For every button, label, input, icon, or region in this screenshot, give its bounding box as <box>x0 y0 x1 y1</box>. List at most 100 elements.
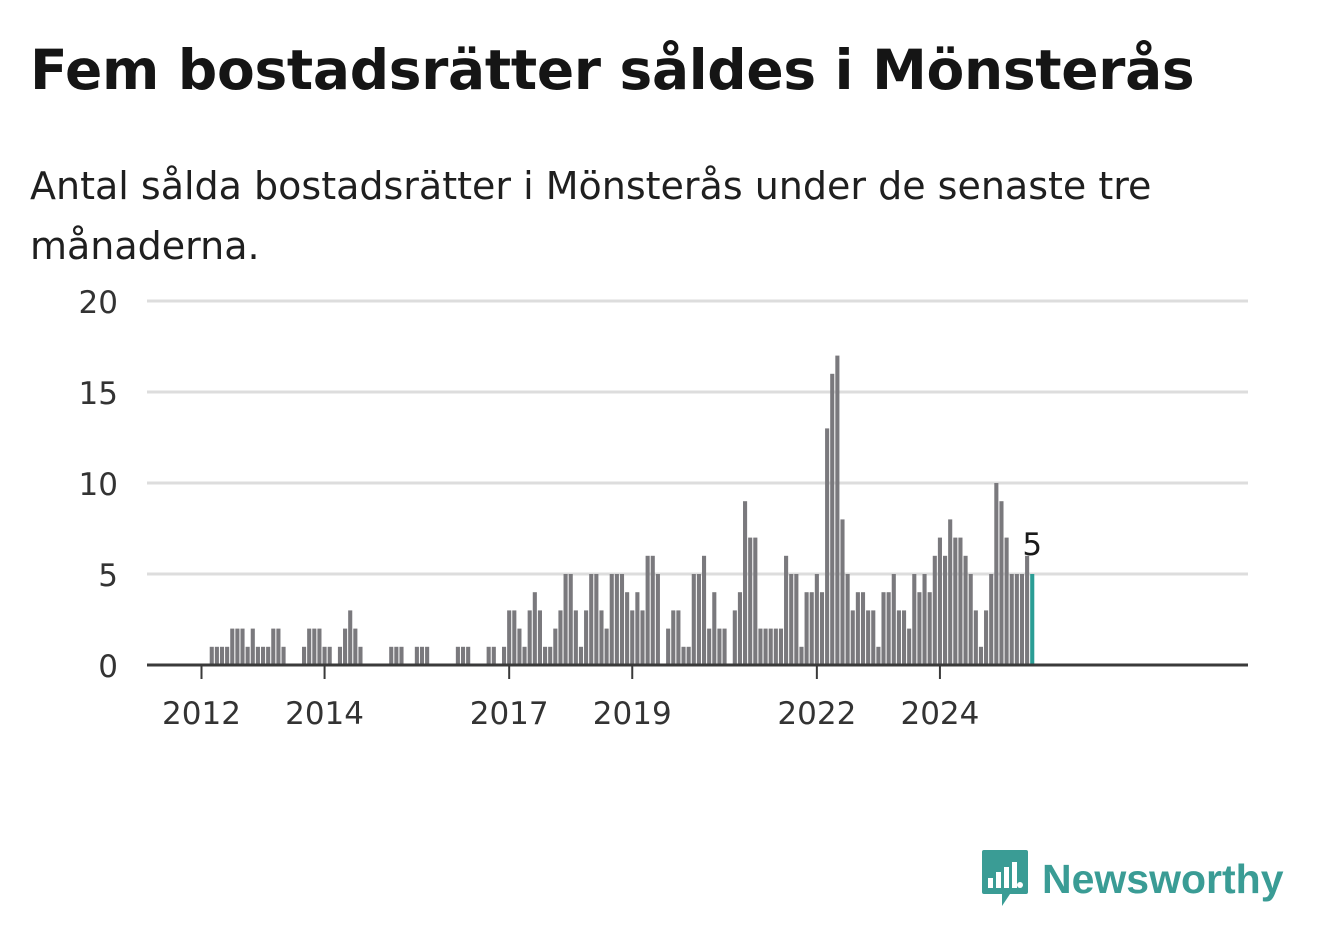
bar <box>573 610 578 665</box>
bar <box>958 537 963 665</box>
bar <box>1009 574 1014 665</box>
bar <box>558 610 563 665</box>
bar <box>327 646 332 665</box>
bar <box>840 519 845 665</box>
bar <box>235 628 240 665</box>
bar <box>948 519 953 665</box>
x-tick-label: 2017 <box>470 696 549 732</box>
x-tick-label: 2022 <box>777 696 856 732</box>
y-axis-tick-labels: 0 5 10 15 20 <box>79 285 118 685</box>
bar <box>266 646 271 665</box>
bar <box>814 574 819 665</box>
bar <box>245 646 250 665</box>
bar <box>825 428 830 665</box>
bar <box>855 592 860 665</box>
bar <box>240 628 245 665</box>
bar <box>414 646 419 665</box>
bar <box>732 610 737 665</box>
bar <box>850 610 855 665</box>
bar <box>614 574 619 665</box>
last-value-label: 5 <box>1022 527 1042 563</box>
bar <box>912 574 917 665</box>
bar <box>517 628 522 665</box>
bar <box>353 628 358 665</box>
bar <box>604 628 609 665</box>
bar <box>809 592 814 665</box>
bar <box>255 646 260 665</box>
bar <box>901 610 907 665</box>
bar <box>317 628 322 665</box>
bar <box>281 646 286 665</box>
bar <box>978 646 984 665</box>
bar <box>650 555 655 665</box>
bar <box>835 355 840 665</box>
bar <box>599 610 604 665</box>
bar <box>681 646 686 665</box>
bar <box>563 574 568 665</box>
bar <box>271 628 276 665</box>
bar <box>773 628 778 665</box>
bar <box>348 610 353 665</box>
bar <box>799 646 804 665</box>
bar <box>548 646 553 665</box>
bar <box>225 646 230 665</box>
bar <box>578 646 584 665</box>
bar <box>209 646 214 665</box>
bar-latest <box>1030 574 1035 665</box>
bar <box>655 574 660 665</box>
bar <box>568 574 573 665</box>
bar <box>830 373 835 665</box>
bar <box>707 628 712 665</box>
bar <box>696 574 701 665</box>
newsworthy-brand: Newsworthy <box>980 848 1284 910</box>
bar <box>307 628 312 665</box>
bar <box>712 592 717 665</box>
bar <box>532 592 537 665</box>
bar <box>871 610 876 665</box>
bar <box>932 555 937 665</box>
bar <box>553 628 558 665</box>
bar <box>881 592 886 665</box>
x-tick-label: 2014 <box>285 696 364 732</box>
bar <box>794 574 799 665</box>
bar <box>260 646 266 665</box>
bar <box>907 628 912 665</box>
x-axis: 2012 2014 2017 2019 2022 2024 <box>147 663 1248 732</box>
bar <box>1019 574 1025 665</box>
bar <box>250 628 255 665</box>
bar <box>968 574 973 665</box>
bar <box>512 610 517 665</box>
bar <box>625 592 630 665</box>
chart-subtitle: Antal sålda bostadsrätter i Mönsterås un… <box>30 164 1152 268</box>
bar <box>671 610 676 665</box>
bar <box>804 592 809 665</box>
bar <box>819 592 825 665</box>
bar <box>337 646 343 665</box>
x-tick-label: 2024 <box>900 696 979 732</box>
chart-title: Fem bostadsrätter såldes i Mönsterås <box>30 38 1195 102</box>
bar <box>527 610 532 665</box>
bar <box>399 646 404 665</box>
bar <box>609 574 614 665</box>
bar <box>917 592 922 665</box>
bar <box>989 574 994 665</box>
bar <box>522 646 527 665</box>
bar <box>589 574 594 665</box>
bar <box>866 610 871 665</box>
bar <box>619 574 625 665</box>
bar <box>758 628 763 665</box>
bar <box>984 610 989 665</box>
newsworthy-logo-icon <box>982 850 1028 906</box>
bar <box>784 555 789 665</box>
bar <box>994 483 999 665</box>
bar <box>666 628 671 665</box>
grid-lines <box>147 299 1248 576</box>
bar <box>276 628 281 665</box>
bar <box>927 592 932 665</box>
bar <box>584 610 589 665</box>
bar <box>425 646 430 665</box>
bar <box>302 646 307 665</box>
bar <box>312 628 317 665</box>
bar <box>645 555 650 665</box>
